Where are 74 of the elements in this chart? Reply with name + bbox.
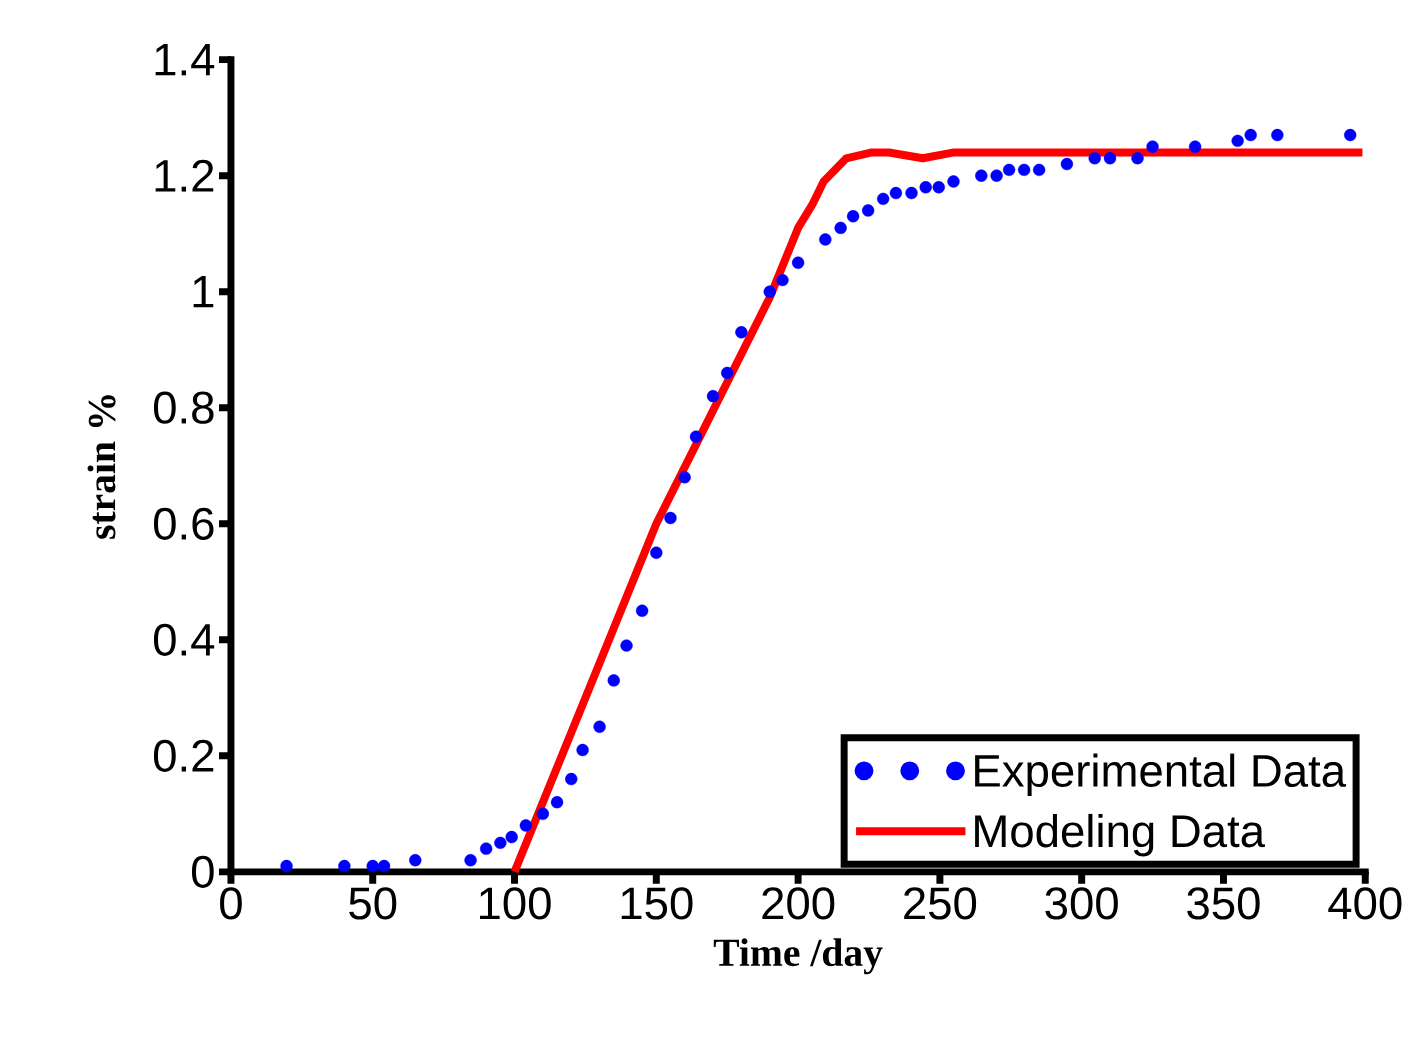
- point: [819, 233, 832, 246]
- point: [1088, 152, 1101, 165]
- y-tick-label: 0: [191, 855, 214, 889]
- point: [664, 511, 677, 525]
- point: [763, 285, 776, 298]
- point: [905, 187, 918, 200]
- y-axis-title: strain %: [87, 395, 116, 539]
- legend-label: Experimental Data: [975, 753, 1347, 797]
- point: [678, 471, 691, 484]
- point: [776, 274, 789, 287]
- point: [464, 854, 477, 867]
- point: [861, 204, 875, 217]
- point: [1231, 134, 1244, 148]
- point: [338, 859, 351, 873]
- point: [919, 181, 932, 194]
- point: [1032, 163, 1046, 177]
- point: [280, 859, 293, 873]
- y-tick-label: 1.4: [155, 44, 215, 76]
- x-axis-title: Time /day: [713, 938, 883, 975]
- point: [409, 854, 422, 867]
- point: [565, 772, 578, 786]
- point: [593, 720, 606, 734]
- y-tick-label: 1: [193, 276, 214, 308]
- point: [1146, 140, 1159, 153]
- point: [1103, 152, 1117, 165]
- point: [635, 604, 649, 618]
- point: [947, 175, 960, 188]
- point: [1271, 128, 1284, 142]
- point: [706, 390, 720, 403]
- point: [975, 169, 988, 182]
- point: [480, 842, 493, 855]
- y-tick-label: 0.2: [153, 739, 214, 773]
- point: [721, 366, 734, 380]
- legend-label: Modeling Data: [975, 814, 1266, 857]
- point: [689, 430, 703, 443]
- point: [834, 221, 847, 235]
- point: [735, 326, 748, 339]
- x-tick-label: 250: [904, 887, 977, 920]
- point: [377, 859, 391, 873]
- point: [1060, 158, 1074, 171]
- point: [791, 256, 805, 269]
- x-tick-label: 50: [349, 887, 397, 920]
- point: [620, 639, 633, 652]
- point: [1244, 128, 1257, 142]
- point: [877, 192, 890, 206]
- point: [494, 836, 507, 850]
- point: [1188, 140, 1202, 153]
- point: [990, 169, 1003, 182]
- point: [1017, 163, 1031, 177]
- point: [1002, 163, 1016, 177]
- x-tick-label: 200: [762, 887, 835, 920]
- point: [932, 181, 945, 194]
- point: [366, 859, 379, 873]
- point: [505, 830, 518, 844]
- point: [519, 819, 533, 832]
- y-tick-label: 0.6: [153, 507, 214, 540]
- point: [889, 187, 903, 200]
- x-tick-label: 350: [1187, 887, 1260, 920]
- point: [607, 674, 620, 687]
- x-tick-label: 300: [1045, 887, 1118, 920]
- point: [1344, 128, 1357, 142]
- point: [650, 546, 663, 560]
- point: [536, 807, 550, 821]
- x-tick-label: 100: [479, 887, 551, 920]
- point: [576, 743, 589, 757]
- x-tick-label: 400: [1328, 887, 1402, 920]
- y-tick-label: 0.4: [153, 623, 215, 657]
- x-tick-label: 150: [621, 887, 693, 920]
- point: [846, 210, 860, 223]
- point: [1131, 152, 1144, 165]
- y-tick-label: 0.8: [153, 391, 214, 424]
- y-tick-label: 1.2: [155, 159, 214, 192]
- x-tick-label: 0: [220, 887, 242, 920]
- point: [550, 796, 564, 809]
